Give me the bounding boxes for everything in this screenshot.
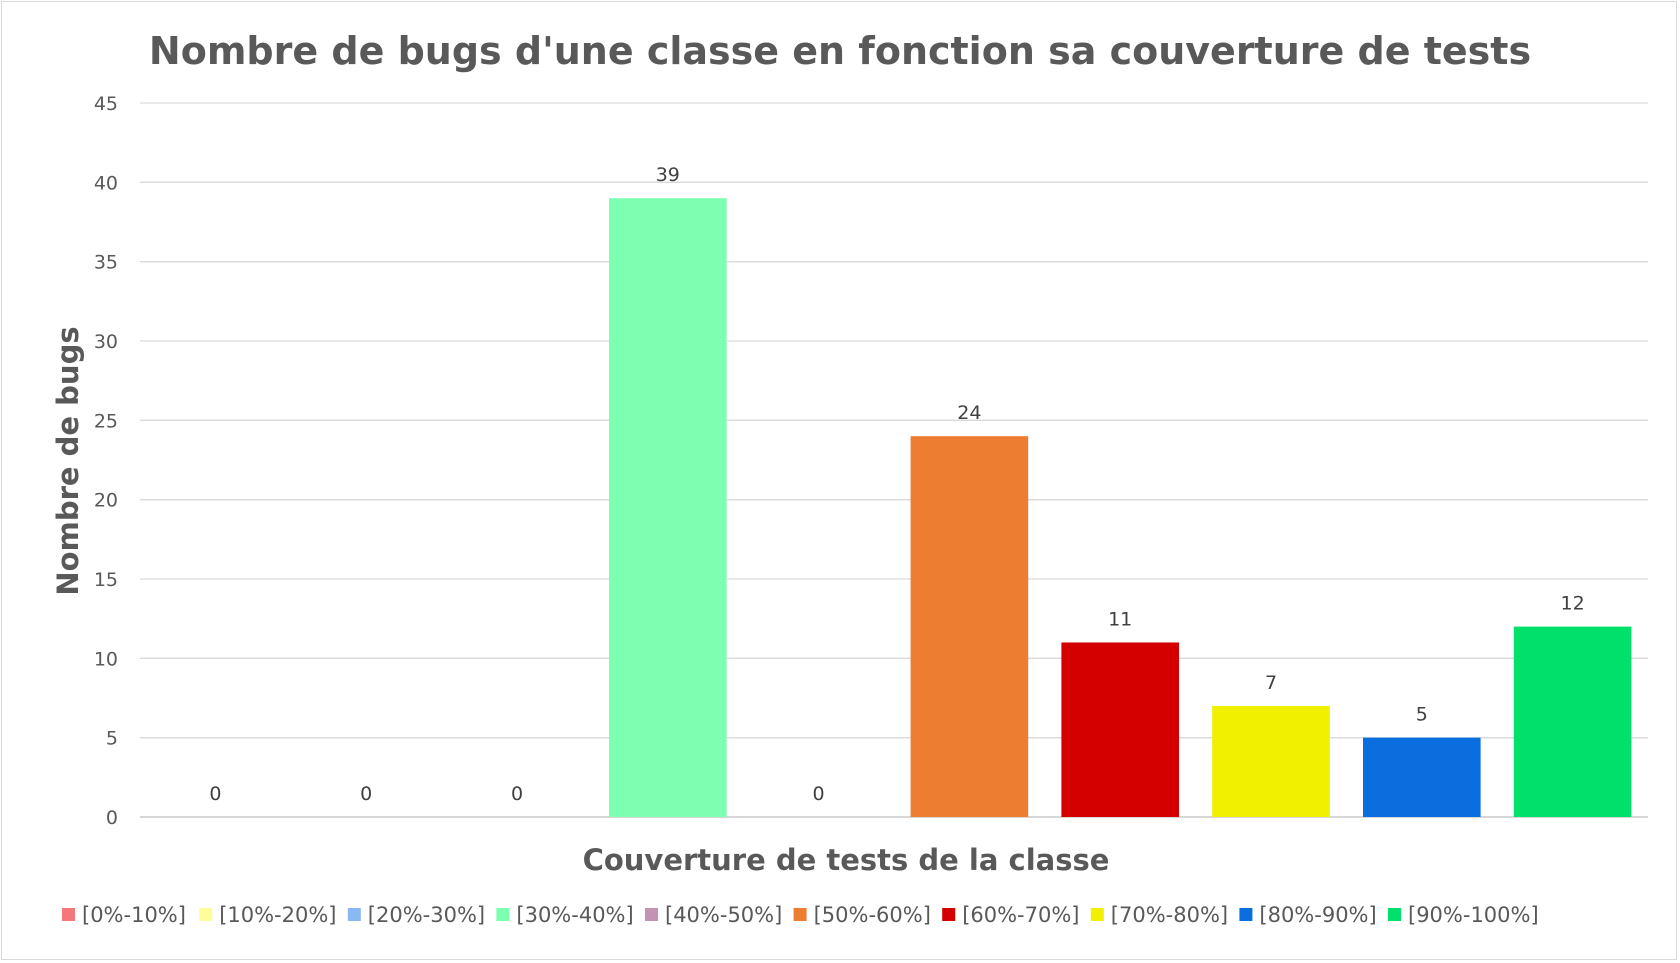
data-label: 5	[1416, 704, 1428, 726]
legend-swatch	[1239, 908, 1253, 921]
data-label: 11	[1108, 608, 1132, 630]
data-label: 0	[360, 783, 372, 805]
chart-title: Nombre de bugs d'une classe en fonction …	[149, 29, 1531, 73]
y-tick-label: 10	[94, 648, 118, 670]
legend-swatch	[1388, 908, 1401, 921]
y-tick-label: 20	[94, 490, 118, 512]
legend-swatch	[62, 908, 75, 921]
bars	[608, 198, 1632, 817]
legend-swatch	[645, 908, 658, 921]
legend-swatch	[1090, 908, 1104, 921]
data-label: 0	[813, 783, 825, 805]
data-label: 0	[209, 783, 221, 805]
y-axis-title: Nombre de bugs	[51, 326, 85, 595]
data-label: 24	[957, 402, 981, 424]
bar	[1362, 737, 1481, 817]
y-tick-label: 15	[94, 569, 118, 591]
legend-swatch	[793, 908, 807, 921]
legend-swatch	[496, 908, 510, 921]
x-axis-title: Couverture de tests de la classe	[583, 843, 1110, 877]
data-label: 39	[656, 164, 680, 186]
bar	[1061, 642, 1180, 817]
y-tick-label: 25	[94, 410, 118, 432]
y-tick-label: 40	[94, 172, 118, 194]
legend-label: [70%-80%]	[1111, 903, 1228, 927]
y-tick-label: 5	[106, 728, 118, 750]
legend-label: [40%-50%]	[665, 903, 782, 927]
bar	[608, 198, 727, 817]
data-labels: 0 0 0 39 0 24 11 7 5 12	[209, 164, 1584, 805]
y-tick-label: 35	[94, 252, 118, 274]
data-label: 12	[1561, 593, 1585, 615]
legend-label: [50%-60%]	[814, 903, 931, 927]
y-tick-label: 45	[94, 93, 118, 115]
legend-label: [20%-30%]	[368, 903, 485, 927]
y-tick-label: 30	[94, 331, 118, 353]
legend-swatch	[942, 908, 956, 921]
legend-label: [90%-100%]	[1408, 903, 1539, 927]
bar	[910, 436, 1029, 817]
legend-swatch	[347, 908, 361, 921]
legend-label: [80%-90%]	[1259, 903, 1376, 927]
y-tick-label: 0	[106, 807, 118, 829]
data-label: 0	[511, 783, 523, 805]
data-label: 7	[1265, 672, 1277, 694]
legend-label: [30%-40%]	[516, 903, 633, 927]
legend-label: [60%-70%]	[962, 903, 1079, 927]
bar	[1212, 705, 1330, 817]
legend: [0%-10%] [10%-20%] [20%-30%] [30%-40%] [40%-…	[62, 903, 1539, 927]
legend-label: [10%-20%]	[219, 903, 336, 927]
legend-swatch	[199, 908, 213, 921]
y-axis-ticks: 0 5 10 15 20 25 30 35 40 45	[94, 93, 118, 829]
bar	[1513, 626, 1632, 817]
legend-label: [0%-10%]	[82, 903, 186, 927]
